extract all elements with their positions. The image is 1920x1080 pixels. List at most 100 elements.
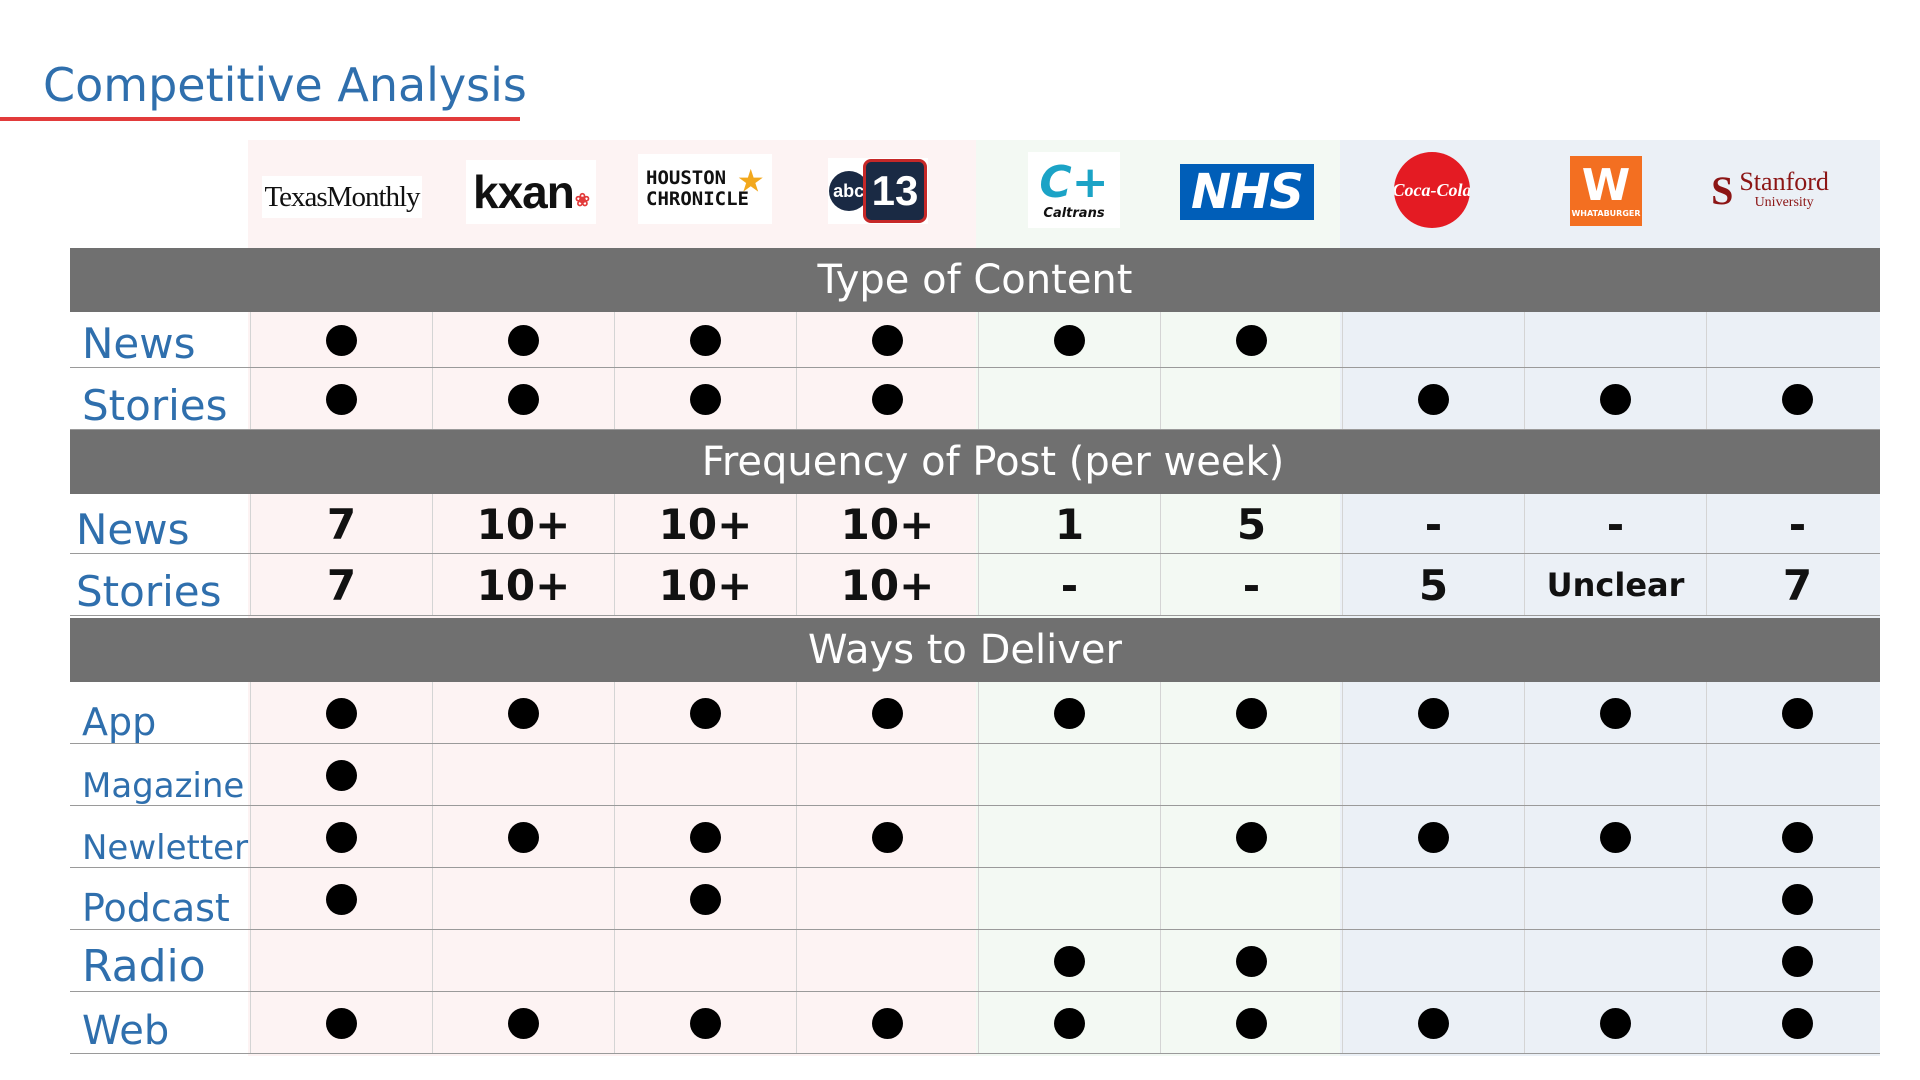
- check-dot-icon: [1782, 945, 1813, 977]
- row-label: Stories: [82, 381, 228, 430]
- nbc-peacock-icon: ❀: [574, 189, 590, 210]
- check-dot-icon: [1782, 697, 1813, 729]
- stanford-university: University: [1754, 195, 1814, 210]
- check-dot-icon: [508, 1007, 539, 1039]
- section-title: Ways to Deliver: [808, 627, 1122, 673]
- check-dot-icon: [326, 759, 357, 791]
- abc-channel-number: 13: [862, 159, 928, 223]
- kxan-wordmark: kxan: [473, 166, 575, 218]
- texas-monthly-logo: TexasMonthly: [262, 176, 422, 218]
- frequency-value: 10+: [476, 499, 571, 549]
- houston-chronicle-logo: HOUSTON CHRONICLE ★: [638, 154, 772, 224]
- stanford-name: Stanford: [1739, 167, 1829, 196]
- row-label: News: [82, 319, 196, 368]
- check-dot-icon: [690, 1007, 721, 1039]
- table-row: Newletter: [70, 806, 1880, 868]
- check-dot-icon: [1418, 383, 1449, 415]
- table-row: Radio: [70, 930, 1880, 992]
- check-dot-icon: [326, 1007, 357, 1039]
- check-dot-icon: [326, 883, 357, 915]
- check-dot-icon: [1782, 1007, 1813, 1039]
- frequency-value: -: [1788, 499, 1807, 549]
- table-row: Magazine: [70, 744, 1880, 806]
- row-divider: [70, 805, 1880, 806]
- row-divider: [70, 367, 1880, 368]
- nhs-logo: NHS: [1180, 164, 1314, 220]
- kxan-logo: kxan ❀: [466, 160, 596, 224]
- frequency-value: -: [1424, 499, 1443, 549]
- check-dot-icon: [1054, 697, 1085, 729]
- check-dot-icon: [1236, 945, 1267, 977]
- check-dot-icon: [1782, 821, 1813, 853]
- frequency-value: 10+: [840, 499, 935, 549]
- check-dot-icon: [326, 697, 357, 729]
- row-divider: [70, 743, 1880, 744]
- frequency-value: 7: [326, 560, 357, 610]
- row-divider: [70, 615, 1880, 616]
- check-dot-icon: [1236, 324, 1267, 356]
- frequency-value: 10+: [840, 560, 935, 610]
- frequency-value: Unclear: [1546, 566, 1685, 604]
- row-label: Stories: [76, 567, 222, 616]
- table-row: Stories: [70, 368, 1880, 430]
- coca-cola-wordmark: Coca-Cola: [1394, 179, 1470, 200]
- houston-chronicle-line2: CHRONICLE: [646, 188, 749, 210]
- row-label: App: [82, 700, 157, 744]
- row-divider: [70, 429, 1880, 430]
- check-dot-icon: [508, 821, 539, 853]
- check-dot-icon: [872, 1007, 903, 1039]
- table-row: Web: [70, 992, 1880, 1054]
- check-dot-icon: [1418, 821, 1449, 853]
- check-dot-icon: [872, 383, 903, 415]
- abc13-logo: abc 13: [828, 158, 928, 224]
- stanford-tree-icon: S: [1711, 167, 1734, 213]
- check-dot-icon: [690, 324, 721, 356]
- table-row: App: [70, 682, 1880, 744]
- check-dot-icon: [508, 324, 539, 356]
- table-row: 7 10+ 10+ 10+ 1 5 - - - News: [70, 494, 1880, 554]
- caltrans-mark-icon: C+: [1039, 157, 1109, 208]
- row-divider: [70, 867, 1880, 868]
- check-dot-icon: [508, 383, 539, 415]
- row-label: Newletter: [82, 828, 249, 868]
- stanford-logo: S Stanford University: [1698, 164, 1842, 216]
- check-dot-icon: [690, 383, 721, 415]
- check-dot-icon: [1054, 945, 1085, 977]
- section-header-ways-to-deliver: Ways to Deliver: [70, 618, 1880, 682]
- frequency-value: 1: [1054, 499, 1085, 549]
- title-underline: [0, 117, 520, 121]
- check-dot-icon: [690, 883, 721, 915]
- check-dot-icon: [1418, 1007, 1449, 1039]
- frequency-value: 10+: [658, 499, 753, 549]
- check-dot-icon: [872, 697, 903, 729]
- coca-cola-logo: Coca-Cola: [1394, 152, 1470, 228]
- frequency-value: 5: [1418, 560, 1449, 610]
- frequency-value: 7: [326, 499, 357, 549]
- check-dot-icon: [690, 697, 721, 729]
- caltrans-logo: C+ Caltrans: [1028, 152, 1120, 228]
- check-dot-icon: [1600, 1007, 1631, 1039]
- frequency-value: -: [1242, 560, 1261, 610]
- check-dot-icon: [326, 383, 357, 415]
- row-divider: [70, 929, 1880, 930]
- check-dot-icon: [326, 821, 357, 853]
- check-dot-icon: [1600, 697, 1631, 729]
- frequency-value: 7: [1782, 560, 1813, 610]
- star-icon: ★: [737, 154, 765, 203]
- row-label: Web: [82, 1008, 170, 1054]
- houston-chronicle-line1: HOUSTON: [646, 167, 727, 189]
- check-dot-icon: [1054, 1007, 1085, 1039]
- row-divider: [70, 553, 1880, 554]
- check-dot-icon: [1600, 383, 1631, 415]
- row-label: Podcast: [82, 886, 230, 930]
- check-dot-icon: [1236, 1007, 1267, 1039]
- frequency-value: -: [1060, 560, 1079, 610]
- check-dot-icon: [1236, 697, 1267, 729]
- check-dot-icon: [326, 324, 357, 356]
- frequency-value: 10+: [476, 560, 571, 610]
- row-label: Radio: [82, 941, 206, 992]
- table-row: News: [70, 312, 1880, 368]
- check-dot-icon: [872, 324, 903, 356]
- whataburger-wordmark: WHATABURGER: [1571, 209, 1641, 218]
